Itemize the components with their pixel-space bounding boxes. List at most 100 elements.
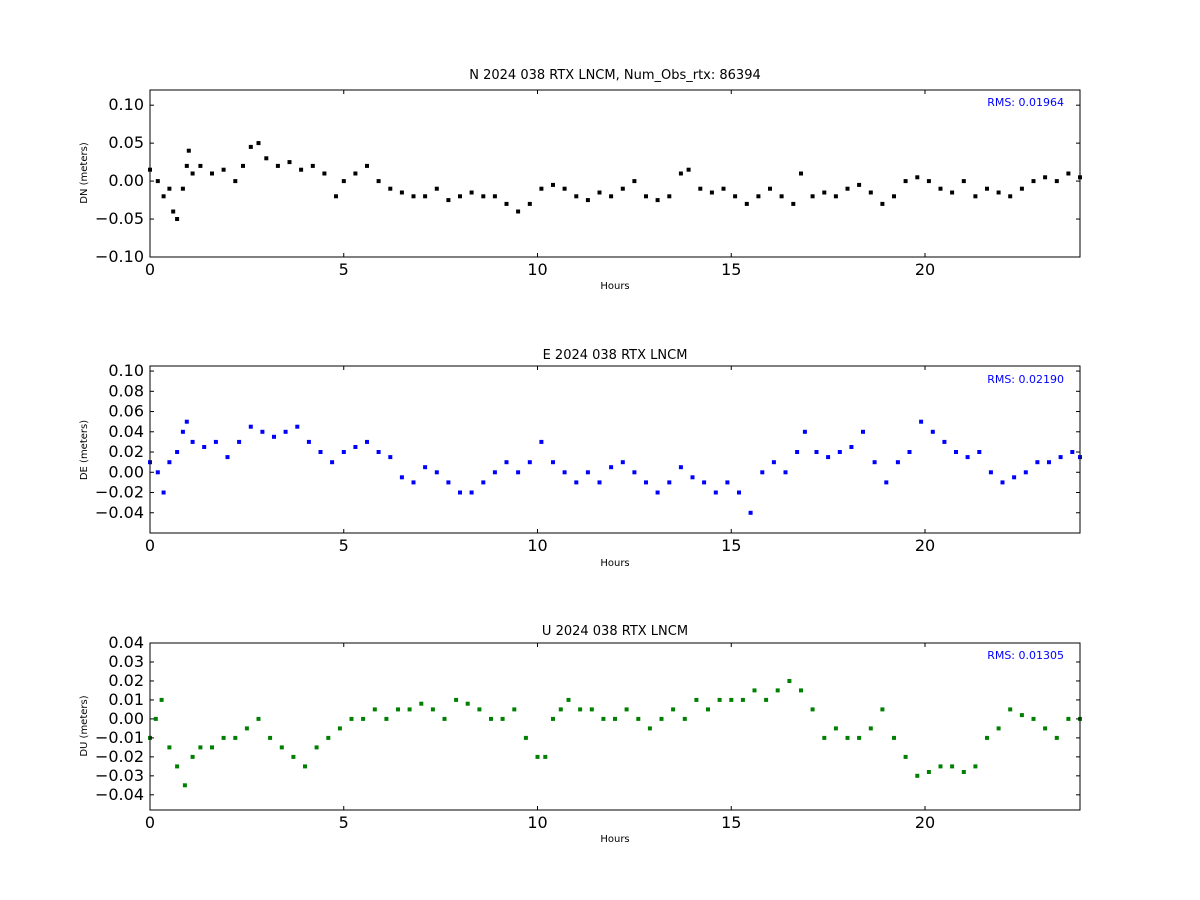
panel-n-point	[678, 171, 683, 176]
panel-e-ytick-label: 0.02	[108, 442, 144, 461]
panel-u-point	[787, 679, 792, 683]
panel-n-point	[175, 217, 180, 221]
panel-u-ytick-label: 0.01	[108, 690, 144, 709]
panel-n-point	[667, 194, 672, 199]
panel-u-point	[268, 735, 273, 740]
panel-e-point	[849, 445, 854, 449]
panel-n-point	[744, 201, 749, 206]
panel-e-point	[802, 429, 807, 434]
panel-e-point	[516, 470, 521, 475]
panel-e-point	[469, 490, 474, 495]
panel-n-point	[985, 186, 989, 191]
panel-n-point	[481, 194, 486, 199]
panel-n-ytick-label: 0.10	[108, 95, 144, 114]
panel-e-point	[667, 480, 672, 485]
panel-n-point	[686, 167, 691, 172]
panel-e-point	[597, 480, 602, 485]
panel-u-point	[961, 770, 966, 774]
panel-e-point	[180, 429, 185, 434]
panel-e-rms: RMS: 0.02190	[987, 373, 1064, 386]
panel-e-point	[446, 480, 451, 485]
panel-u-point	[740, 697, 745, 702]
panel-u-point	[535, 754, 540, 759]
panel-u-point	[465, 701, 470, 706]
panel-u-point	[810, 707, 815, 712]
panel-e-point	[167, 460, 172, 465]
panel-e-yticks: −0.04−0.02 0.000.020.040.06 0.080.10	[95, 361, 1080, 522]
panel-n-ytick-label: 0.05	[108, 133, 144, 152]
panel-n-point	[233, 179, 238, 184]
panel-n-point	[597, 190, 602, 195]
panel-u-xtick-label: 20	[915, 813, 935, 832]
panel-u-point	[729, 697, 734, 702]
panel-e-point	[895, 460, 900, 465]
panel-u-point	[845, 735, 850, 740]
panel-n-point	[492, 194, 497, 199]
panel-n-ytick-label: −0.10	[95, 247, 144, 266]
panel-n-point	[341, 179, 346, 184]
panel-e-point	[492, 470, 497, 475]
panel-u-point	[682, 716, 687, 721]
panel-u-point	[558, 707, 563, 712]
panel-u-point	[973, 764, 978, 769]
panel-e-point	[260, 429, 265, 434]
panel-n-point	[655, 198, 660, 203]
panel-n-point	[698, 186, 703, 191]
panel-e-point	[458, 490, 462, 495]
panel-e-point	[283, 429, 288, 434]
panel-u-point	[291, 754, 296, 759]
panel-n-point	[458, 194, 462, 199]
panel-u-ytick-label: −0.02	[95, 747, 144, 766]
panel-n-point	[504, 201, 509, 206]
panel-e-point	[1047, 460, 1051, 465]
panel-n-point	[996, 190, 1001, 195]
panel-e-point	[783, 470, 788, 475]
panel-e-point	[977, 450, 982, 454]
panel-e-xtick-label: 0	[145, 536, 155, 555]
panel-u-point	[624, 707, 629, 712]
panel-n-point	[892, 194, 896, 199]
panel-e-point	[907, 450, 912, 454]
panel-u-point	[372, 707, 377, 712]
panel-u-xtick-label: 15	[721, 813, 741, 832]
panel-n-xlabel: Hours	[600, 281, 629, 292]
panel-u-point	[1043, 726, 1048, 731]
panel-u-point	[182, 783, 187, 788]
panel-n-point	[322, 171, 327, 176]
panel-e-point	[814, 450, 819, 454]
panel-n-point	[551, 182, 555, 187]
panel-e-point	[609, 465, 614, 470]
panel-e-ytick-label: 0.06	[108, 402, 144, 421]
panel-u-title: U 2024 038 RTX LNCM	[542, 624, 688, 639]
panel-n-point	[833, 194, 838, 199]
panel-u-point	[361, 716, 366, 721]
panel-e-point	[330, 460, 335, 465]
panel-u-point	[543, 754, 548, 759]
panel-u-point	[167, 745, 172, 750]
panel-e-point	[620, 460, 625, 465]
panel-e-point	[826, 455, 831, 460]
panel-n-point	[210, 171, 214, 176]
panel-u-rms: RMS: 0.01305	[987, 649, 1064, 662]
panel-u-point	[764, 697, 769, 702]
panel-n-point	[574, 194, 579, 199]
panel-n-rms: RMS: 0.01964	[987, 96, 1064, 109]
panel-e-title: E 2024 038 RTX LNCM	[543, 348, 688, 363]
panel-n-point	[733, 194, 738, 199]
panel-u-point	[601, 716, 606, 721]
panel-e-point	[1000, 480, 1005, 485]
panel-n-yticks: −0.10 −0.05 0.00 0.05 0.10	[95, 95, 1080, 266]
panel-u-point	[190, 754, 195, 759]
panel-n-ytick-label: −0.05	[95, 209, 144, 228]
panel-e-frame	[149, 365, 1081, 534]
panel-n-point	[973, 194, 978, 199]
panel-n-point	[791, 201, 796, 206]
panel-e-point	[184, 419, 189, 424]
panel-u-point	[752, 688, 757, 693]
panel-n-point	[961, 179, 966, 184]
panel-e-point	[837, 450, 842, 454]
panel-n-point	[1031, 179, 1036, 184]
panel-u-point	[407, 707, 412, 712]
panel-e-point	[725, 480, 730, 485]
panel-u-frame	[149, 642, 1081, 811]
